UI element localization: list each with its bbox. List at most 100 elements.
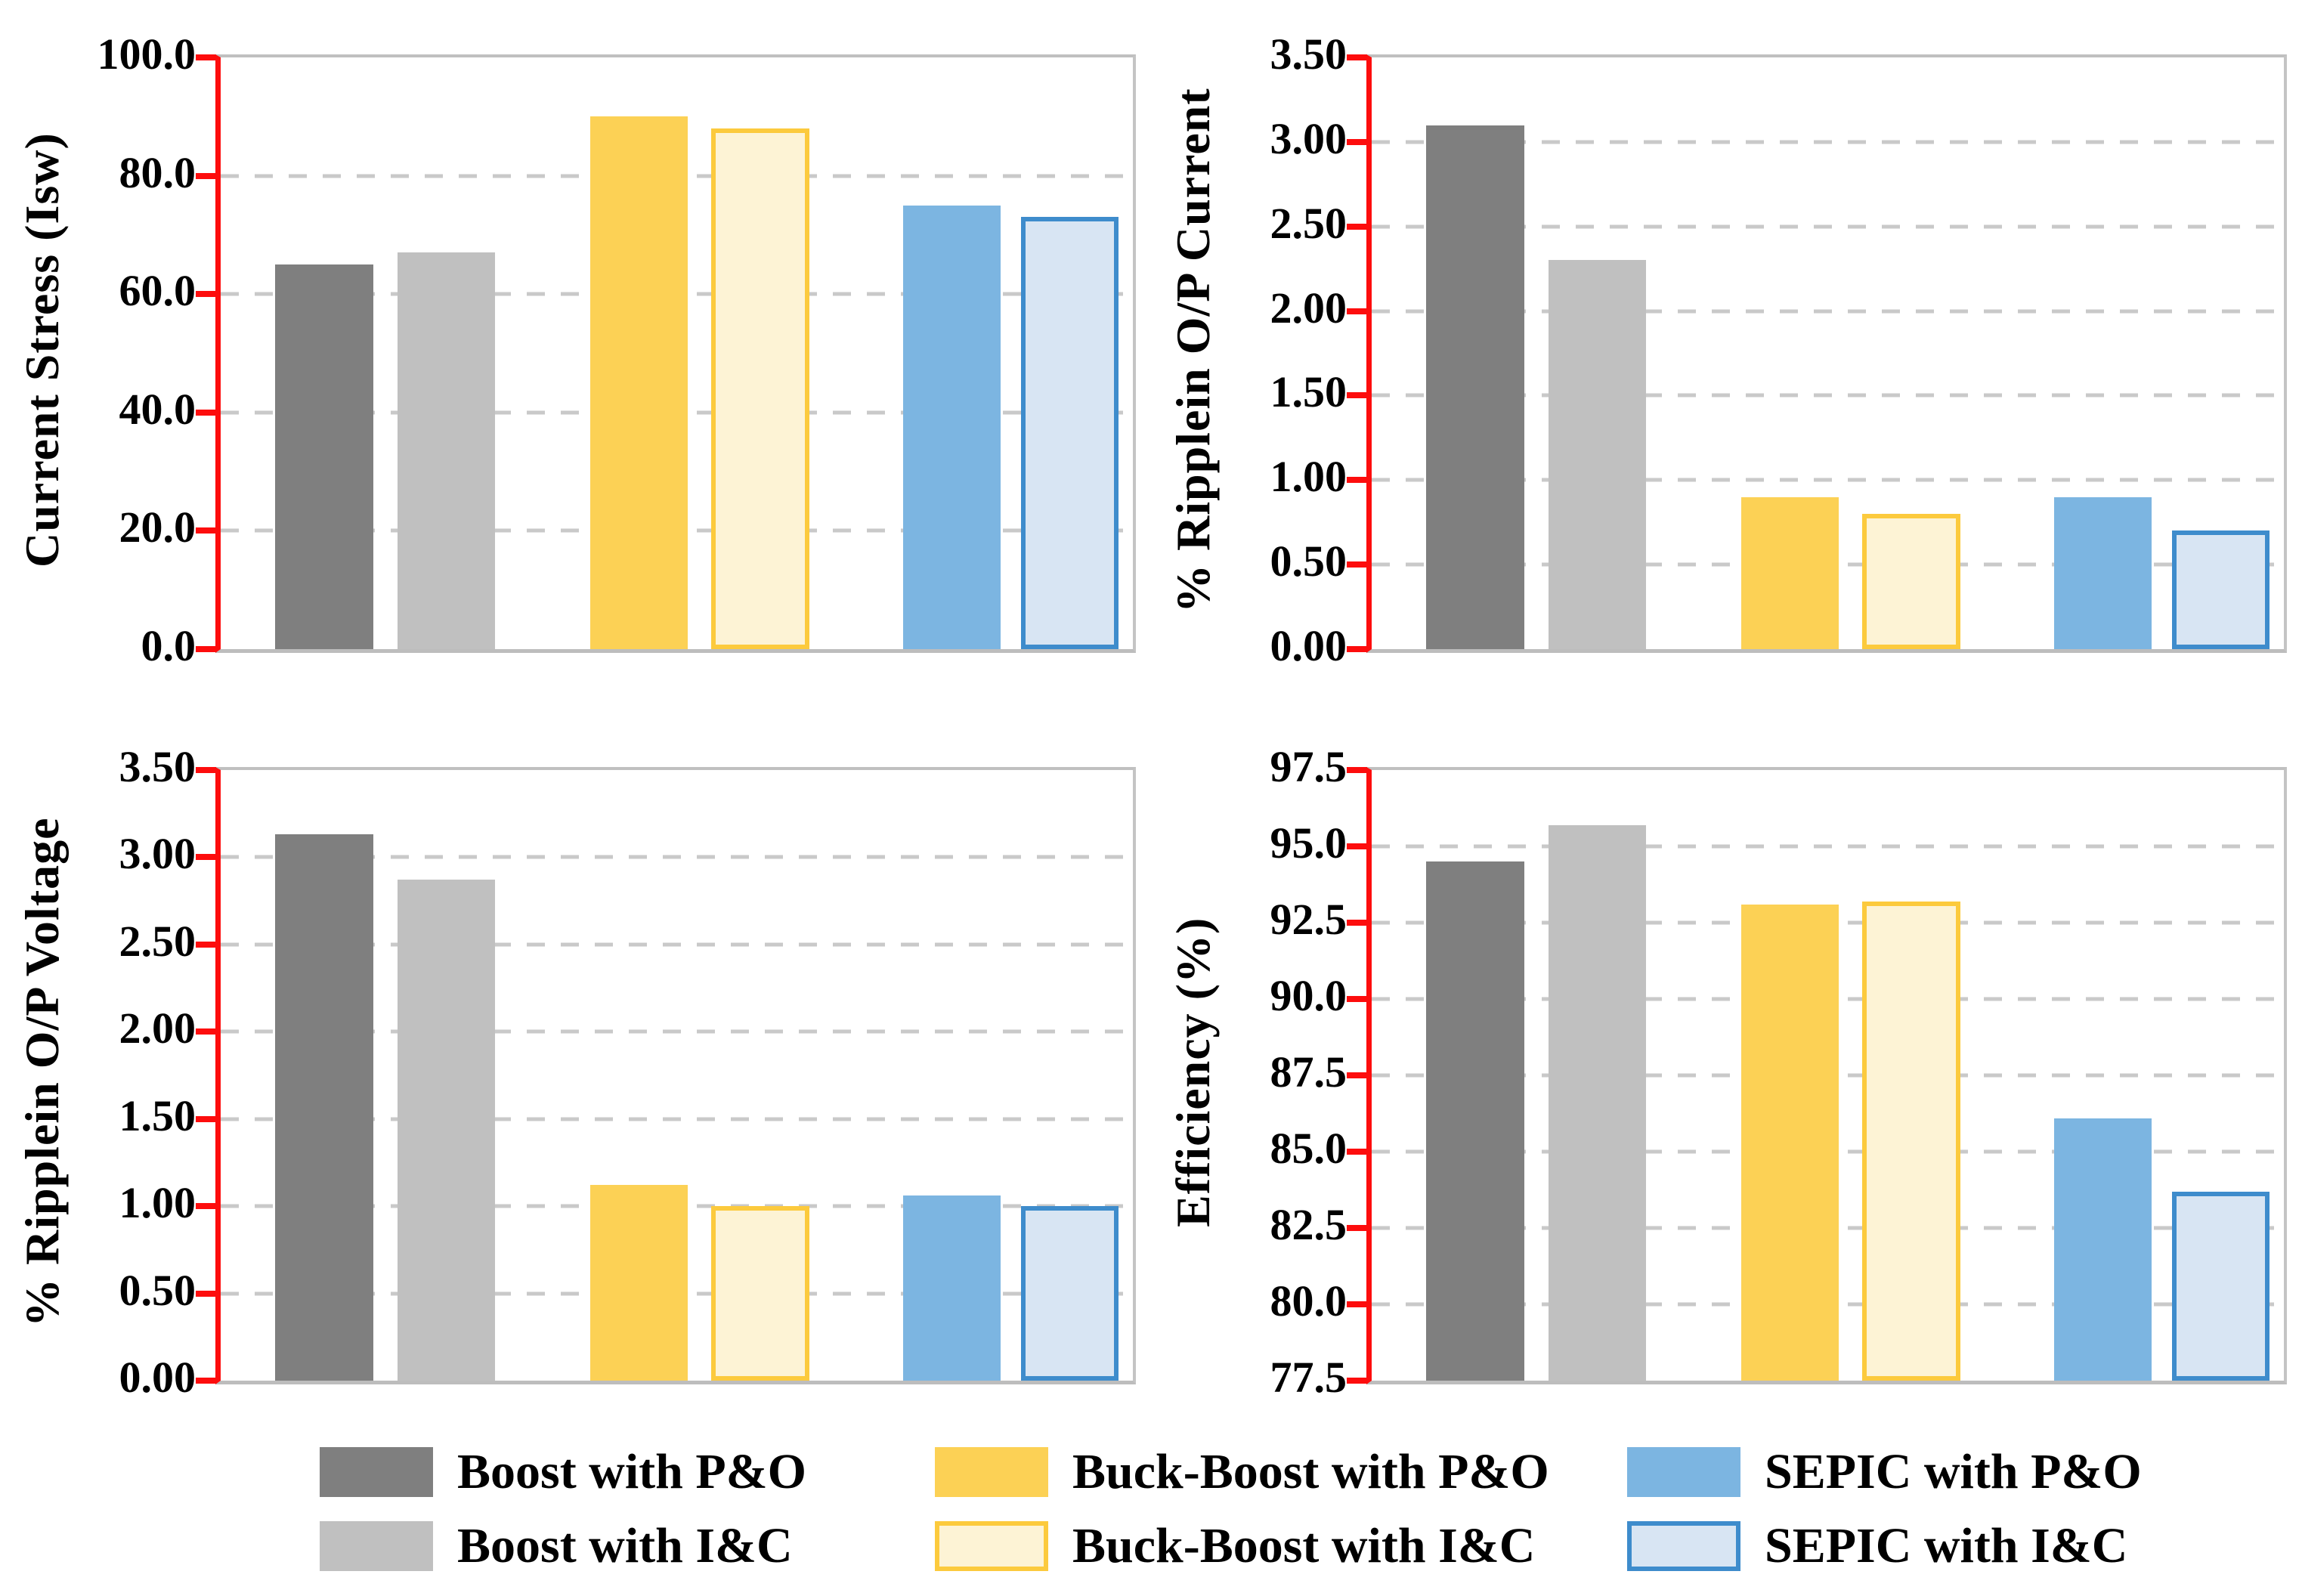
y-axis-tick-mark xyxy=(196,1290,216,1297)
y-tick-label: 0.50 xyxy=(1270,537,1347,586)
bar-boost-with-pando xyxy=(1426,861,1524,1381)
gridline xyxy=(221,942,1133,947)
legend-item-sepic-with-pando: SEPIC with P&O xyxy=(1627,1447,2142,1497)
y-axis-title: % Ripplein O/P Voltage xyxy=(15,817,69,1328)
legend-item-boost-with-iandc: Boost with I&C xyxy=(320,1521,935,1571)
y-axis-tick-mark xyxy=(1347,223,1367,230)
y-tick-label: 20.0 xyxy=(119,503,196,552)
legend-column: Buck-Boost with P&O Buck-Boost with I&C xyxy=(935,1447,1627,1595)
y-axis-tick-mark xyxy=(196,854,216,861)
legend-label: Boost with I&C xyxy=(457,1518,793,1573)
y-axis-tick-mark xyxy=(1347,1301,1367,1307)
chart-efficiency: Efficiency (%) 77.5 80.0 82.5 85.0 87.5 90.0 9… xyxy=(1151,707,2302,1400)
bar-boost-with-iandc xyxy=(1549,824,1647,1381)
gridline xyxy=(221,855,1133,859)
bar-boost-with-iandc xyxy=(1549,260,1647,649)
bar-sepic-with-pando xyxy=(2053,496,2152,649)
y-axis-tick-mark xyxy=(196,1028,216,1035)
legend-item-buck-boost-with-pando: Buck-Boost with P&O xyxy=(935,1447,1627,1497)
plot-area xyxy=(196,54,1136,653)
y-tick-label: 3.00 xyxy=(119,829,196,879)
y-tick-label: 92.5 xyxy=(1270,895,1347,944)
y-axis-tick-mark xyxy=(196,1378,216,1384)
legend-item-boost-with-pando: Boost with P&O xyxy=(320,1447,935,1497)
legend-swatch xyxy=(320,1447,433,1497)
y-axis-tick-mark xyxy=(1347,767,1367,773)
y-axis-tick-mark xyxy=(1347,138,1367,145)
y-tick-label: 40.0 xyxy=(119,384,196,434)
y-axis-tick-mark xyxy=(196,767,216,773)
bar-buck-boost-with-iandc xyxy=(1862,514,1960,649)
y-tick-label: 3.00 xyxy=(1270,113,1347,163)
y-axis-tick-mark xyxy=(196,941,216,948)
y-axis-tick-labels: 0.0 20.0 40.0 60.0 80.0 100.0 xyxy=(85,32,215,668)
gridline xyxy=(221,1029,1133,1034)
y-tick-label: 1.50 xyxy=(1270,367,1347,417)
y-axis-tick-mark xyxy=(196,646,216,652)
bar-buck-boost-with-iandc xyxy=(711,1206,809,1381)
y-axis-title: % Ripplein O/P Current xyxy=(1166,88,1220,613)
y-tick-label: 0.00 xyxy=(1270,621,1347,670)
legend: Boost with P&O Boost with I&C Buck-Boost w… xyxy=(0,1379,2302,1595)
bar-buck-boost-with-pando xyxy=(589,116,688,649)
y-axis-tick-mark xyxy=(1347,54,1367,60)
y-axis-tick-mark xyxy=(196,1203,216,1210)
y-tick-label: 3.50 xyxy=(119,742,196,791)
y-tick-label: 1.00 xyxy=(1270,452,1347,502)
bar-sepic-with-iandc xyxy=(1020,217,1119,649)
y-tick-label: 87.5 xyxy=(1270,1047,1347,1096)
bar-boost-with-pando xyxy=(275,834,373,1381)
y-axis-title: Efficiency (%) xyxy=(1166,917,1220,1228)
legend-column: Boost with P&O Boost with I&C xyxy=(320,1447,935,1595)
bar-buck-boost-with-pando xyxy=(589,1185,688,1381)
plot-area xyxy=(1347,767,2287,1384)
y-axis-tick-labels: 77.5 80.0 82.5 85.0 87.5 90.0 92.5 95.0 97.5 xyxy=(1236,745,1366,1400)
y-tick-label: 97.5 xyxy=(1270,742,1347,791)
y-axis-tick-mark xyxy=(1347,477,1367,484)
gridline xyxy=(1372,393,2284,397)
y-axis-tick-labels: 0.00 0.50 1.00 1.50 2.00 2.50 3.00 3.50 xyxy=(85,745,215,1400)
bar-boost-with-pando xyxy=(275,264,373,649)
legend-label: SEPIC with P&O xyxy=(1765,1444,2142,1499)
bar-sepic-with-iandc xyxy=(2171,530,2270,649)
bar-buck-boost-with-iandc xyxy=(1862,901,1960,1381)
y-axis-tick-mark xyxy=(1347,392,1367,399)
y-axis-tick-mark xyxy=(1347,843,1367,849)
y-axis-tick-mark xyxy=(196,527,216,534)
y-tick-label: 60.0 xyxy=(119,266,196,316)
y-tick-label: 80.0 xyxy=(1270,1276,1347,1325)
y-tick-label: 1.50 xyxy=(119,1090,196,1140)
legend-label: Buck-Boost with P&O xyxy=(1072,1444,1549,1499)
y-axis-tick-mark xyxy=(196,172,216,179)
legend-swatch xyxy=(935,1521,1048,1571)
y-axis-tick-mark xyxy=(1347,1378,1367,1384)
bar-boost-with-pando xyxy=(1426,125,1524,649)
bar-sepic-with-pando xyxy=(902,205,1001,649)
bar-sepic-with-pando xyxy=(2053,1118,2152,1381)
y-tick-label: 3.50 xyxy=(1270,29,1347,79)
plot-area xyxy=(196,767,1136,1384)
y-axis-tick-mark xyxy=(1347,1072,1367,1078)
y-tick-label: 1.00 xyxy=(119,1178,196,1228)
y-tick-label: 0.50 xyxy=(119,1265,196,1315)
gridline xyxy=(1372,224,2284,229)
y-axis-tick-labels: 0.00 0.50 1.00 1.50 2.00 2.50 3.00 3.50 xyxy=(1236,32,1366,668)
y-axis-tick-mark xyxy=(1347,561,1367,568)
y-axis-tick-mark xyxy=(1347,308,1367,314)
bar-sepic-with-pando xyxy=(902,1195,1001,1381)
y-tick-label: 2.00 xyxy=(1270,283,1347,332)
y-tick-label: 80.0 xyxy=(119,147,196,197)
bar-sepic-with-iandc xyxy=(1020,1206,1119,1381)
plot-area xyxy=(1347,54,2287,653)
gridline xyxy=(1372,140,2284,144)
legend-label: Buck-Boost with I&C xyxy=(1072,1518,1536,1573)
gridline xyxy=(221,1117,1133,1121)
gridline xyxy=(1372,844,2284,849)
y-tick-label: 100.0 xyxy=(97,29,196,79)
legend-swatch xyxy=(935,1447,1048,1497)
bar-buck-boost-with-iandc xyxy=(711,128,809,649)
y-axis-tick-mark xyxy=(1347,920,1367,926)
chart-ripple-op-current: % Ripplein O/P Current 0.00 0.50 1.00 1.50 2… xyxy=(1151,0,2302,707)
legend-item-buck-boost-with-iandc: Buck-Boost with I&C xyxy=(935,1521,1627,1571)
